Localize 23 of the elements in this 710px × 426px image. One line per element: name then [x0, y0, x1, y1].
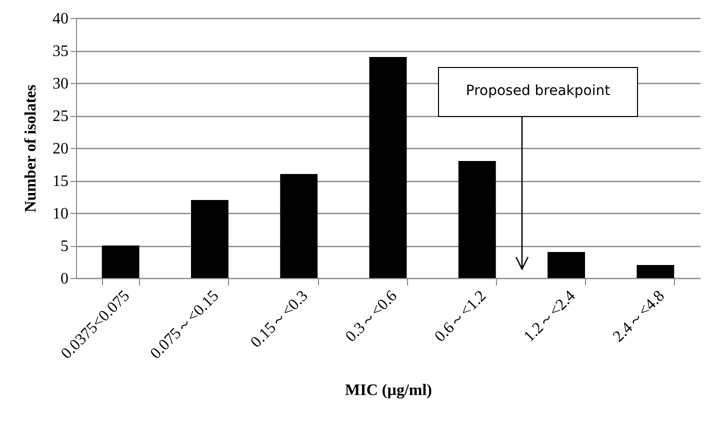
y-tick-label: 25 [52, 108, 68, 125]
bar [369, 57, 407, 278]
x-axis-title: MIC (µg/ml) [345, 382, 432, 399]
y-tick-label: 40 [52, 10, 68, 28]
bar [280, 174, 318, 278]
y-tick-label: 15 [52, 173, 68, 190]
x-tick-label: 0.15～<0.3 [248, 288, 312, 352]
bar [548, 252, 586, 278]
x-tick-label: 0.6～<1.2 [432, 288, 490, 346]
bar [190, 200, 228, 278]
y-tick-label: 0 [60, 270, 68, 288]
bar [102, 246, 140, 278]
y-axis-title: Number of isolates [22, 84, 40, 212]
y-tick-label: 5 [60, 238, 68, 255]
bar [636, 265, 674, 278]
x-tick-label: 2.4～<4.8 [610, 288, 668, 346]
bar [458, 161, 496, 278]
x-tick-label: 0.3～<0.6 [342, 288, 401, 346]
y-tick-label: 20 [52, 140, 68, 158]
y-tick-label: 35 [52, 43, 68, 60]
y-tick-label: 10 [52, 206, 68, 222]
y-tick-label: 30 [52, 76, 68, 92]
x-tick-label: 1.2～<2.4 [520, 288, 579, 346]
